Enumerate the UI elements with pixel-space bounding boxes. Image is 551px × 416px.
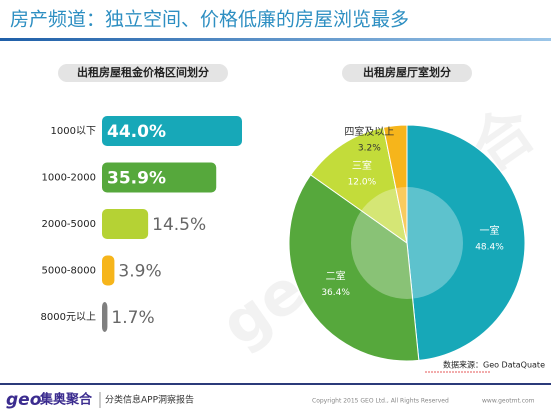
value-label: 1.7%	[111, 308, 154, 328]
slice-label: 一室	[479, 224, 499, 237]
slice-value: 48.4%	[475, 242, 504, 252]
value-label: 44.0%	[107, 122, 166, 142]
footer-rule	[0, 383, 551, 385]
footer-website: www.geotmt.com	[482, 398, 535, 405]
chart-title-pill	[342, 64, 472, 82]
chart-title: 出租房屋厅室划分	[363, 65, 451, 79]
pie-slice	[309, 126, 408, 245]
bar	[102, 255, 115, 286]
footer-copyright: Copyright 2015 GEO Ltd., All Rights Rese…	[312, 398, 449, 405]
footer-logo-cn: 集奥聚合	[39, 392, 93, 408]
slice-label: 二室	[326, 270, 346, 283]
footer-report: 分类信息APP洞察报告	[105, 394, 194, 406]
y-tick-label: 1000-2000	[41, 173, 96, 184]
value-label: 35.9%	[107, 169, 166, 189]
chart-title-pill	[58, 64, 228, 82]
footer-logo-en: geo	[6, 390, 42, 410]
y-tick-label: 5000-8000	[41, 266, 96, 277]
page-title: 房产频道：独立空间、价格低廉的房屋浏览最多	[10, 9, 409, 31]
pie-slice	[406, 124, 526, 361]
slice-value: 36.4%	[321, 288, 350, 298]
bar	[102, 162, 217, 193]
y-tick-label: 8000元以上	[41, 311, 96, 323]
source-note: 数据来源：Geo DataQuate	[443, 360, 545, 370]
slice-value: 3.2%	[358, 143, 381, 153]
slice-value: 12.0%	[348, 177, 377, 187]
title-rule	[0, 38, 551, 41]
pie-slice	[288, 174, 420, 362]
value-label: 3.9%	[118, 262, 161, 282]
pie-slice	[382, 124, 408, 244]
chart-title: 出租房屋租金价格区间划分	[77, 65, 209, 79]
bar	[102, 116, 242, 146]
pie-highlight	[351, 187, 463, 299]
y-tick-label: 2000-5000	[41, 219, 96, 230]
slice-label: 四室及以上	[344, 125, 394, 138]
y-tick-label: 1000以下	[51, 126, 96, 137]
bar	[102, 302, 108, 332]
value-label: 14.5%	[152, 215, 206, 235]
slice-label: 三室	[352, 159, 372, 172]
bar	[102, 209, 149, 239]
